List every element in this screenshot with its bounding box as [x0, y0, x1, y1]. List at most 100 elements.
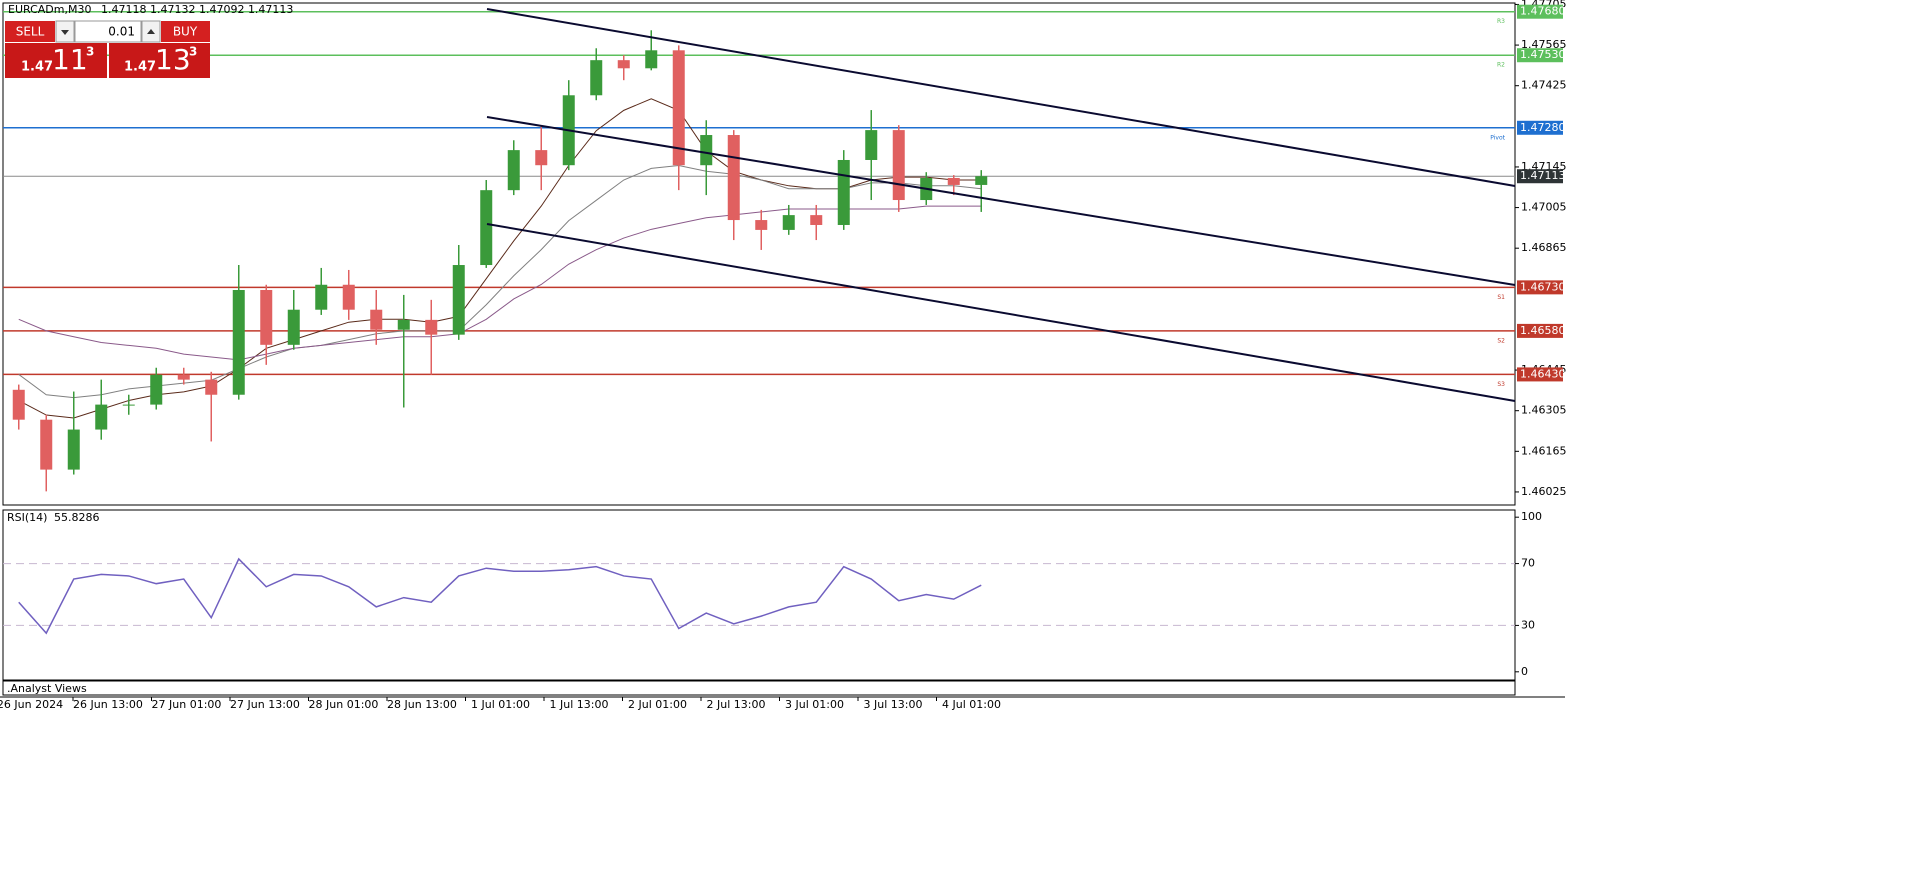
candle-body: [837, 159, 850, 225]
channel-line: [486, 8, 1516, 187]
level-name: S2: [1497, 337, 1505, 344]
price-level-value: 1.47530: [1520, 48, 1566, 61]
price-level-value: 1.46430: [1520, 367, 1566, 380]
price-level-label: 1.47113: [1517, 169, 1566, 184]
y-tick-label: 70: [1521, 557, 1535, 570]
plot-layer: 1.477051.475651.474251.471451.470051.468…: [0, 0, 1567, 711]
candle-body: [947, 177, 960, 185]
price-level-label: 1.46580: [1517, 323, 1566, 338]
y-tick-label: 1.47565: [1521, 38, 1567, 51]
candle-body: [287, 309, 300, 345]
footer-frame: [2, 680, 1516, 696]
arrow-down: [61, 30, 69, 35]
arrow-up: [147, 29, 155, 34]
candle-body: [67, 429, 80, 470]
price-level-label: 1.46430: [1517, 367, 1566, 382]
candle-body: [177, 374, 190, 380]
sell-button[interactable]: [5, 21, 55, 42]
price-level-value: 1.47113: [1520, 169, 1566, 182]
level-name: Pivot: [1490, 134, 1505, 141]
lot-input[interactable]: [74, 20, 142, 43]
candle-body: [617, 60, 630, 69]
price-level-value: 1.47680: [1520, 5, 1566, 18]
rsi-frame: [2, 509, 1516, 681]
candle-body: [590, 60, 603, 96]
main-frame: [2, 2, 1516, 506]
rsi-title: RSI(14): [7, 511, 47, 524]
sell-sup: 3: [86, 45, 94, 59]
y-tick-label: 1.46165: [1521, 444, 1567, 457]
candle-body: [40, 419, 53, 470]
x-tick-label: 27 Jun 13:00: [230, 698, 300, 711]
footer-text: .Analyst Views: [7, 682, 87, 695]
candle-body: [480, 190, 493, 266]
y-tick-label: 100: [1521, 510, 1542, 523]
level-name: S3: [1497, 381, 1505, 388]
x-tick-label: 28 Jun 13:00: [387, 698, 457, 711]
rsi-header: RSI(14) 55.8286: [7, 511, 99, 524]
price-level-box: [1517, 169, 1563, 184]
sell-big: 1.47: [21, 60, 53, 75]
buy-main: 13: [155, 43, 191, 76]
y-tick-label: 1.46025: [1521, 485, 1567, 498]
sell-price-box[interactable]: [5, 43, 107, 78]
trade-panel: SELL 0.01 BUY 1.47 11 3 1.47 13 3: [5, 20, 210, 78]
channel-line: [486, 223, 1516, 402]
price-level-box: [1517, 280, 1563, 295]
price-level-value: 1.46580: [1520, 324, 1566, 337]
candle-body: [865, 130, 878, 160]
candle-body: [782, 215, 795, 230]
y-tick-label: 1.46305: [1521, 404, 1567, 417]
candle-body: [452, 265, 465, 335]
channel: [486, 8, 1516, 402]
candle-body: [645, 50, 658, 69]
price-level-label: 1.47530: [1517, 48, 1566, 63]
buy-label: BUY: [173, 25, 198, 39]
y-tick-label: 0: [1521, 665, 1528, 678]
price-level-label: 1.47280: [1517, 120, 1566, 135]
x-tick-label: 3 Jul 01:00: [785, 698, 844, 711]
candle-body: [315, 284, 328, 310]
candle-body: [95, 404, 108, 430]
candle-body: [755, 220, 768, 230]
buy-price-box[interactable]: [109, 43, 210, 78]
price-level-box: [1517, 323, 1563, 338]
price-level-value: 1.47280: [1520, 121, 1566, 134]
price-level-box: [1517, 4, 1563, 19]
overlay-layer: 1.47680 R3 1.47530 R2 1.47280 Pivot 1.47113 1.4…: [1490, 4, 1566, 388]
candle-body: [232, 289, 245, 395]
moving-average: [18, 205, 982, 361]
candle-body: [535, 150, 548, 166]
candle-body: [672, 50, 685, 166]
sell-label: SELL: [16, 25, 45, 39]
buy-sup: 3: [189, 45, 197, 59]
price-level-box: [1517, 367, 1563, 382]
price-level-label: 1.46730: [1517, 280, 1566, 295]
x-tick-label: 4 Jul 01:00: [942, 698, 1001, 711]
price-level-label: 1.47680: [1517, 4, 1566, 19]
x-tick-label: 1 Jul 13:00: [550, 698, 609, 711]
x-tick-label: 2 Jul 01:00: [628, 698, 687, 711]
level-name: S1: [1497, 294, 1505, 301]
y-tick-label: 30: [1521, 618, 1535, 631]
candle-body: [370, 309, 383, 330]
candle-body: [342, 284, 355, 310]
x-tick-label: 26 Jun 13:00: [73, 698, 143, 711]
x-tick-label: 26 Jun 2024: [0, 698, 63, 711]
lot-value: 0.01: [108, 25, 135, 39]
price-level-box: [1517, 120, 1563, 135]
candle-body: [260, 289, 273, 345]
channel-line: [486, 116, 1516, 286]
x-tick-label: 1 Jul 01:00: [471, 698, 530, 711]
rsi-line: [18, 557, 982, 635]
candle-body: [397, 319, 410, 330]
x-tick-label: 28 Jun 01:00: [309, 698, 379, 711]
ohlc: 1.47118 1.47132 1.47092 1.47113: [101, 3, 293, 16]
buy-button[interactable]: [161, 21, 210, 42]
buy-big: 1.47: [124, 60, 156, 75]
level-name: R3: [1497, 18, 1505, 25]
candle-body: [975, 176, 988, 185]
